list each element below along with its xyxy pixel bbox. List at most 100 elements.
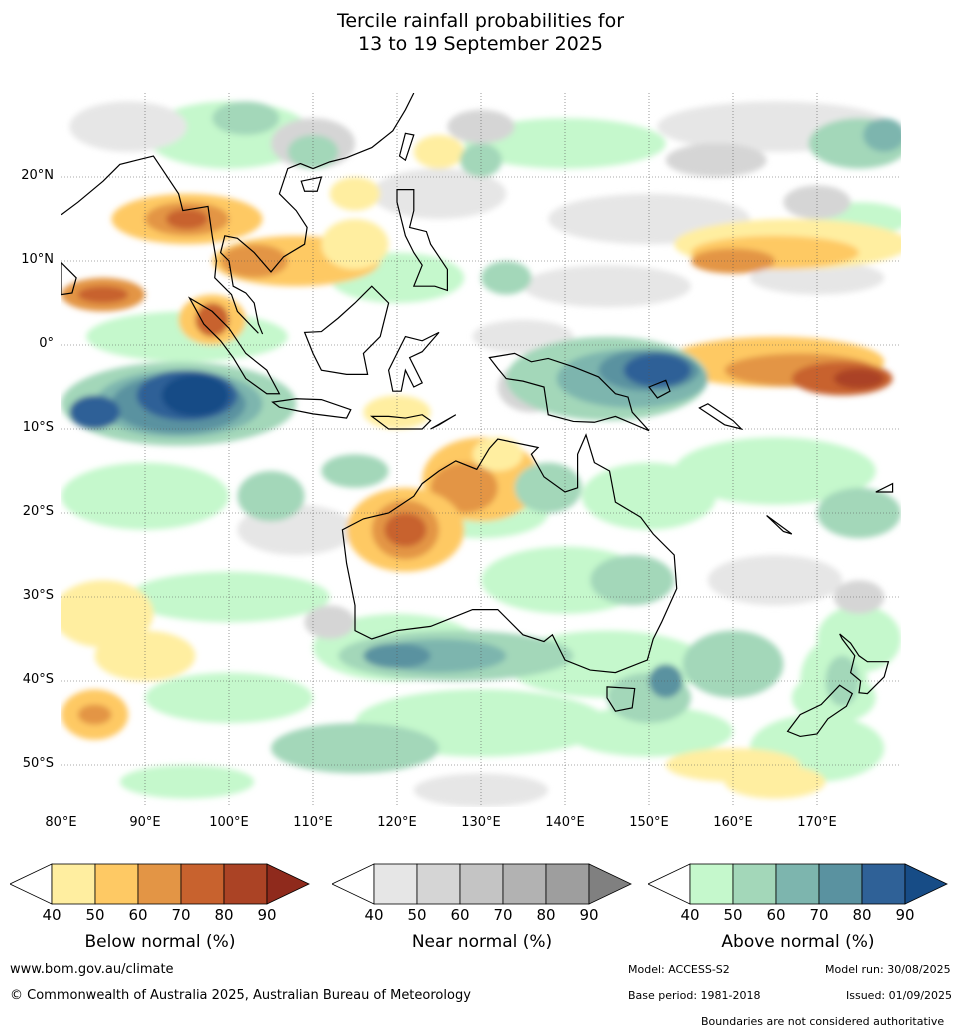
probability-patch: [863, 118, 901, 152]
borneo-coastline: [303, 285, 390, 375]
colorbar-swatch: [51, 863, 96, 905]
colorbar-tick-label: 60: [450, 906, 470, 924]
colorbar-swatch: [94, 863, 139, 905]
lesser-sunda-coastline: [369, 414, 432, 430]
longitude-label: 170°E: [797, 815, 837, 830]
probability-patch: [384, 513, 427, 547]
colorbar-tick-label: 40: [42, 906, 62, 924]
probability-patch: [94, 630, 196, 681]
colorbar-near-normal: [331, 863, 632, 911]
java-coastline: [271, 398, 352, 419]
solomon-islands-coastline: [698, 403, 744, 431]
probability-patch: [321, 454, 389, 488]
colorbar-extend-high: [266, 863, 310, 905]
colorbar-swatch: [818, 863, 863, 905]
probability-patch: [682, 630, 784, 698]
colorbar-title-below: Below normal (%): [84, 932, 236, 952]
probability-patch: [413, 773, 549, 807]
new-caledonia-coastline: [766, 515, 793, 535]
colorbar-swatch: [223, 863, 268, 905]
colorbar-tick-label: 40: [680, 906, 700, 924]
probability-patch: [674, 437, 876, 505]
longitude-label: 120°E: [377, 815, 417, 830]
probability-patch: [665, 143, 767, 177]
colorbar-swatch: [775, 863, 820, 905]
colorbar-extend-low: [647, 863, 691, 905]
probability-patch: [363, 395, 431, 430]
longitude-label: 150°E: [629, 815, 669, 830]
probability-patch: [166, 208, 208, 230]
probability-patch: [161, 374, 229, 417]
timor-coastline: [430, 414, 457, 430]
probability-patch: [195, 303, 229, 337]
colorbar-tick-label: 50: [723, 906, 743, 924]
probability-patch: [565, 706, 733, 757]
colorbar-swatch: [416, 863, 461, 905]
asia-east-coastline: [219, 93, 415, 335]
colorbar-tick-label: 90: [579, 906, 599, 924]
footer-model-run: Model run: 30/08/2025: [825, 963, 951, 976]
latitude-label: 40°S: [22, 672, 54, 687]
probability-patch: [707, 555, 843, 606]
hainan-coastline: [300, 176, 323, 192]
colorbar-tick-label: 50: [85, 906, 105, 924]
sulawesi-coastline: [387, 331, 440, 392]
sumatra-coastline: [187, 296, 281, 395]
forecast-map: [61, 93, 901, 807]
colorbar-tick-label: 90: [257, 906, 277, 924]
new-zealand-north-island: [839, 633, 890, 695]
latitude-label: 10°S: [22, 420, 54, 435]
colorbar-swatch: [689, 863, 734, 905]
probability-patch: [523, 265, 691, 308]
colorbar-swatch: [373, 863, 418, 905]
colorbar-swatch: [732, 863, 777, 905]
footer-website: www.bom.gov.au/climate: [10, 962, 174, 977]
footer-base-period: Base period: 1981-2018: [628, 989, 761, 1002]
colorbar-tick-label: 90: [895, 906, 915, 924]
longitude-label: 100°E: [209, 815, 249, 830]
probability-patch: [69, 395, 120, 430]
colorbar-swatch: [180, 863, 225, 905]
colorbar-swatch: [137, 863, 182, 905]
new-britain-coastline: [648, 379, 671, 399]
colorbar-swatch: [545, 863, 590, 905]
longitude-label: 140°E: [545, 815, 585, 830]
colorbar-swatch: [502, 863, 547, 905]
probability-patch: [363, 643, 431, 669]
probability-patch: [833, 368, 885, 389]
probability-patch: [77, 704, 112, 725]
probability-patch: [237, 471, 305, 522]
colorbar-extend-high: [904, 863, 948, 905]
colorbar-tick-label: 80: [852, 906, 872, 924]
longitude-label: 80°E: [45, 815, 77, 830]
footer-copyright: © Commonwealth of Australia 2025, Austra…: [10, 988, 471, 1003]
latitude-label: 0°: [39, 336, 54, 351]
probability-patch: [77, 286, 129, 303]
colorbar-tick-label: 70: [809, 906, 829, 924]
colorbar-swatch: [861, 863, 906, 905]
tasmania-coastline: [606, 686, 636, 712]
probability-patch: [464, 118, 666, 169]
longitude-label: 130°E: [461, 815, 501, 830]
probability-patch: [145, 672, 313, 723]
probability-patch: [481, 261, 532, 295]
colorbar-tick-label: 80: [536, 906, 556, 924]
probability-patch: [413, 135, 465, 169]
colorbar-below-normal: [9, 863, 310, 911]
coastlines: [61, 93, 894, 738]
probability-patch: [304, 605, 355, 639]
longitude-label: 160°E: [713, 815, 753, 830]
probability-patch: [271, 723, 439, 774]
probability-patch: [460, 143, 502, 177]
title-line-2: 13 to 19 September 2025: [358, 33, 603, 55]
map-title: Tercile rainfall probabilities for 13 to…: [0, 10, 965, 56]
latitude-label: 20°N: [21, 168, 54, 183]
probability-patch: [430, 462, 498, 513]
probability-patch: [212, 101, 280, 135]
probability-patch: [472, 437, 523, 472]
footer-disclaimer: Boundaries are not considered authoritat…: [701, 1015, 945, 1028]
title-line-1: Tercile rainfall probabilities for: [336, 10, 625, 32]
map-canvas: [61, 93, 901, 807]
colorbar-title-near: Near normal (%): [411, 932, 553, 952]
fiji-coastline: [875, 482, 894, 493]
